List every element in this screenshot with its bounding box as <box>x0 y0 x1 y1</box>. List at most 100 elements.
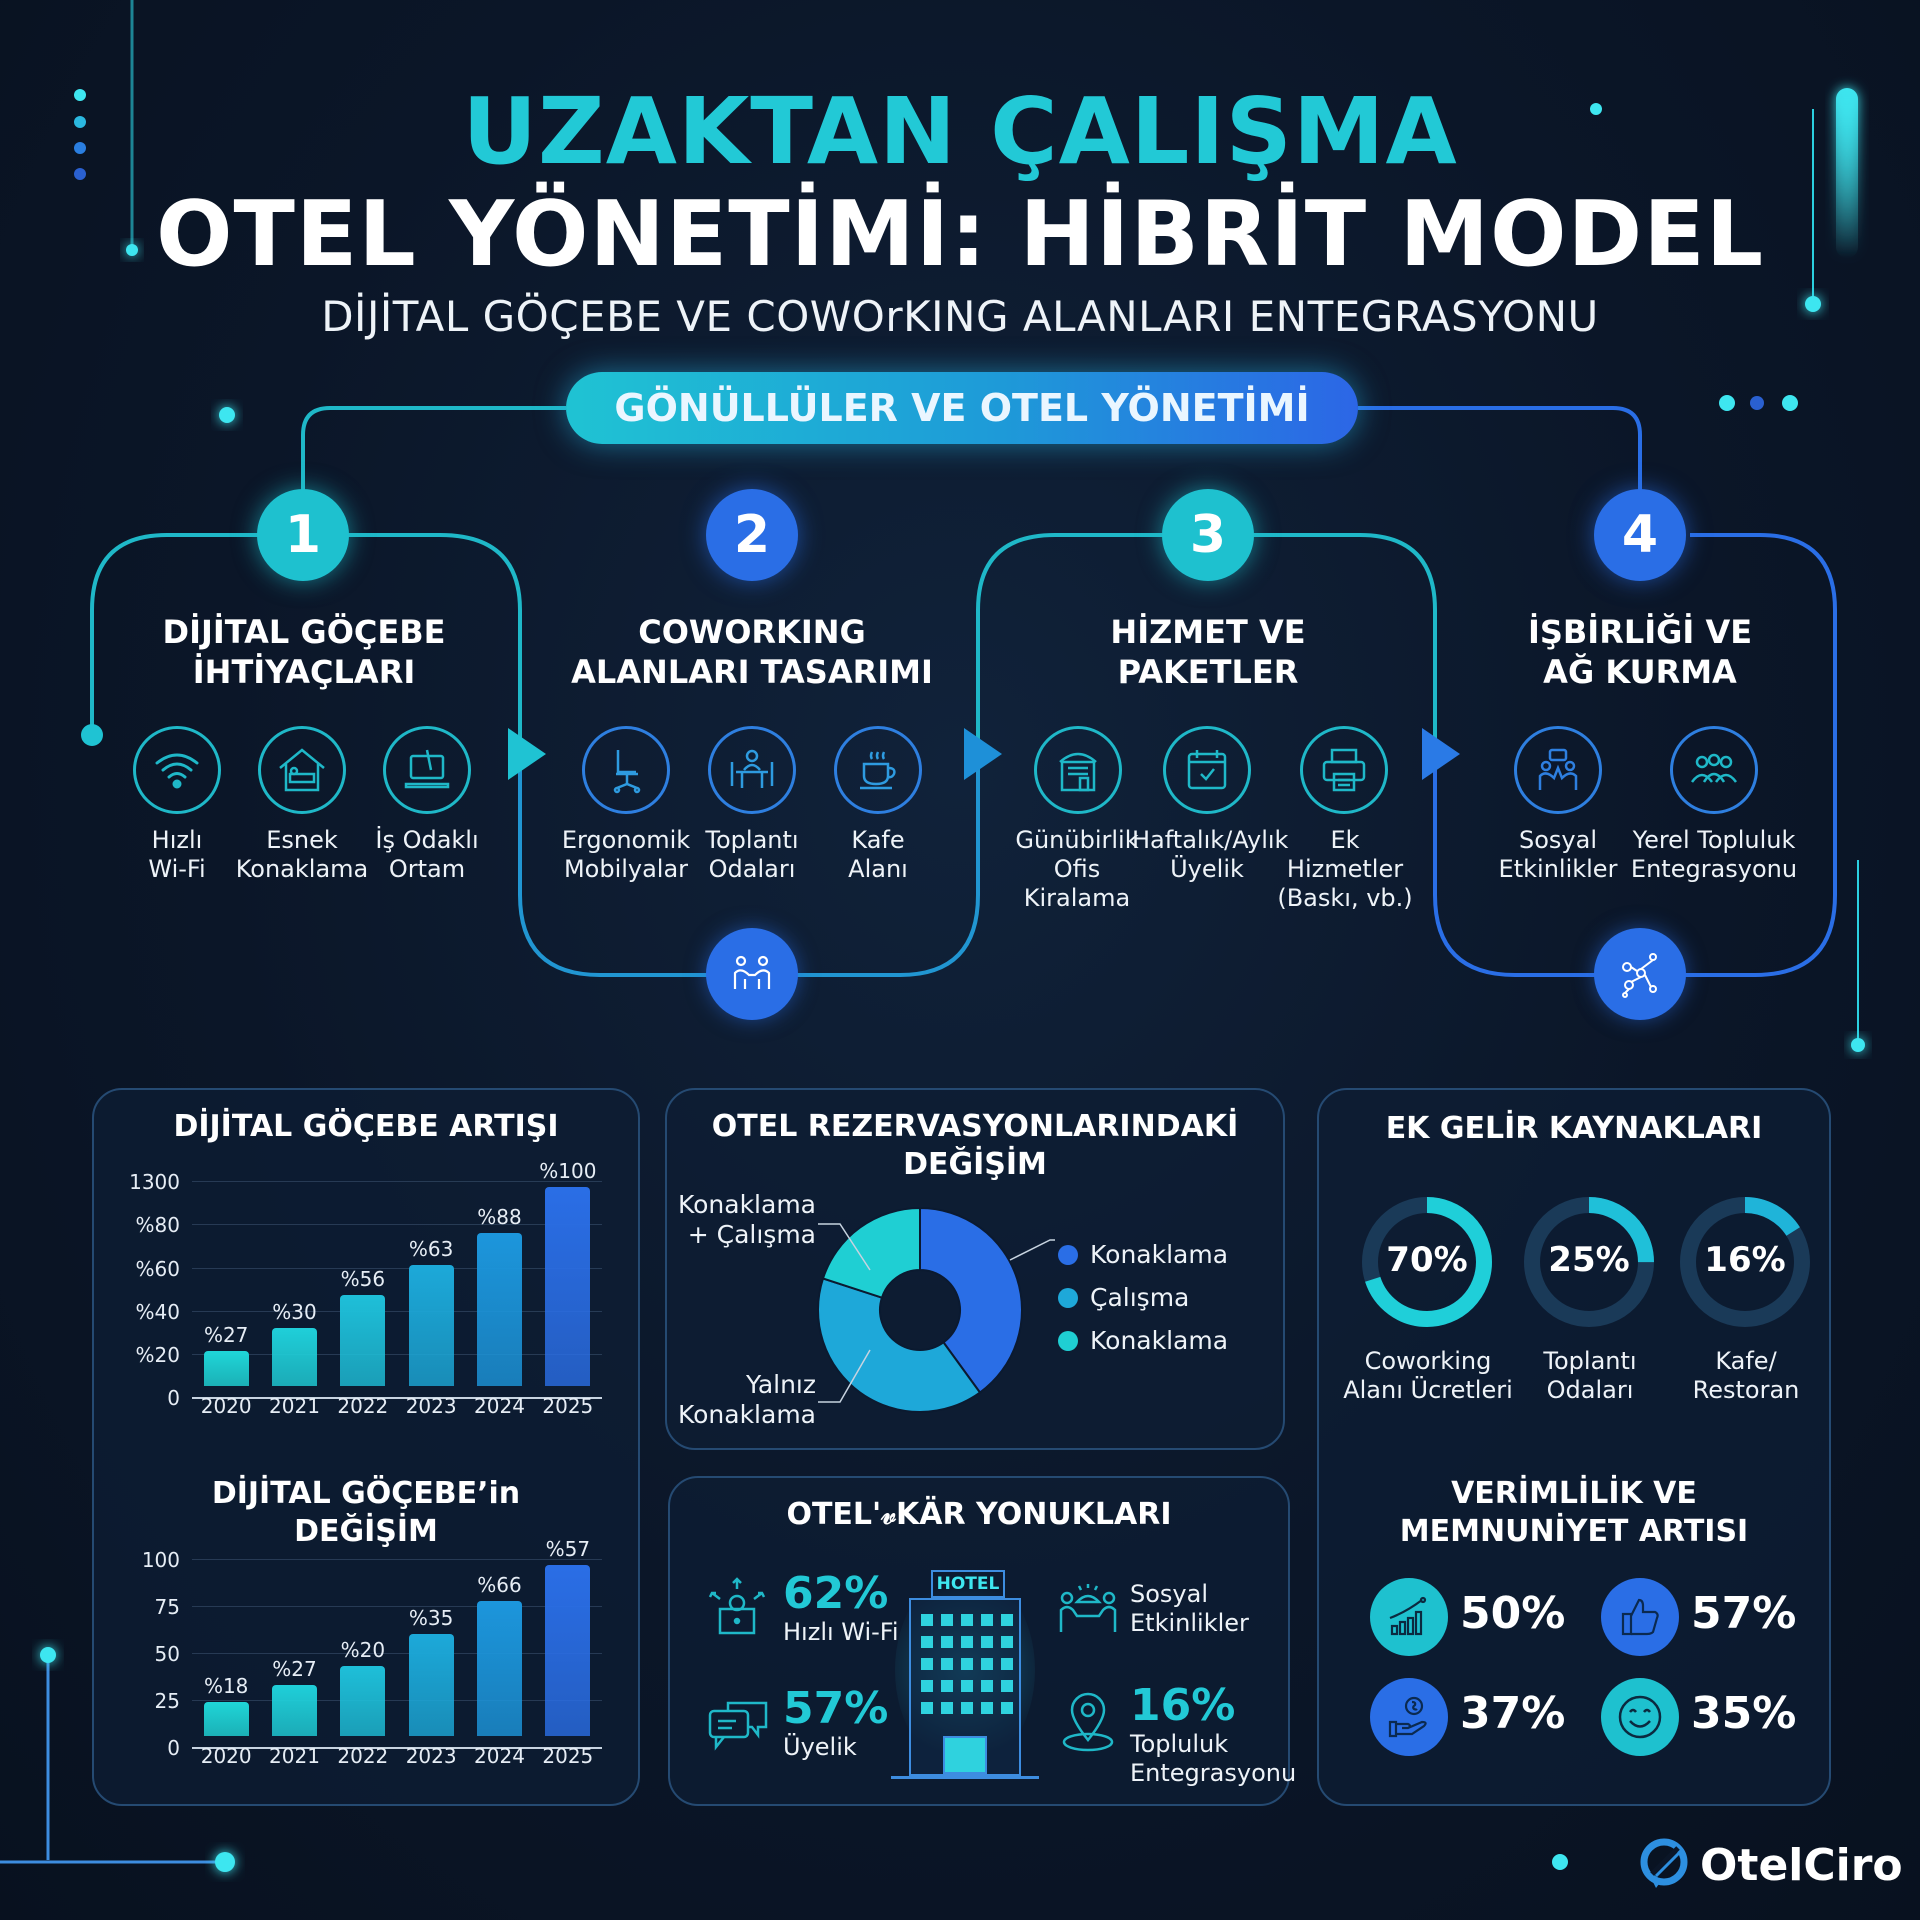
item-label: Toplantı Odaları <box>677 826 827 884</box>
profit-item-community: 16% Topluluk Entegrasyonu <box>1130 1682 1296 1788</box>
callout-line1: Konaklama <box>677 1190 816 1219</box>
x-tick: 2025 <box>542 1394 594 1418</box>
profit-title: OTEL'𝓋KÄR YONUKLARI <box>786 1497 1172 1532</box>
office-building-icon <box>1034 726 1122 814</box>
step-3-title-line2: PAKETLER <box>1117 653 1299 691</box>
ring-value: 25% <box>1548 1240 1630 1280</box>
meeting-table-icon <box>708 726 796 814</box>
step-1-badge: 1 <box>257 489 349 581</box>
item-label-line1: Günübirlik <box>1015 826 1139 854</box>
legend-item: Konaklama <box>1058 1326 1228 1355</box>
hotel-door <box>943 1736 987 1774</box>
item-label: Yerel Topluluk Entegrasyonu <box>1629 826 1799 884</box>
bar <box>271 1327 318 1386</box>
ring-label-line1: Kafe/ <box>1715 1347 1777 1375</box>
donut-legend: Konaklama Çalışma Konaklama <box>1058 1240 1228 1355</box>
bar-value-label: %20 <box>340 1638 386 1663</box>
flow-arrow-icon <box>508 728 546 780</box>
item-label: Haftalık/Aylık Üyelik <box>1132 826 1289 884</box>
legend-label: Çalışma <box>1090 1283 1190 1312</box>
hotel-window <box>981 1702 993 1714</box>
legend-label: Konaklama <box>1090 1240 1229 1269</box>
ring-label-line1: Coworking <box>1364 1347 1492 1375</box>
bar <box>476 1232 523 1386</box>
brand-logo-icon <box>1640 1838 1688 1888</box>
step-1-title: DİJİTAL GÖÇEBE İHTİYAÇLARI <box>104 612 504 692</box>
chart2: 100 75 50 25 0 %18 2020 %27 2021 %20 2022 %35 2… <box>120 1537 610 1788</box>
ring-label-line2: Restoran <box>1692 1376 1800 1404</box>
item-label: Sosyal Etkinlikler <box>1483 826 1633 884</box>
profit-label: Entegrasyonu <box>1130 1759 1297 1787</box>
bar-value-label: %100 <box>539 1159 597 1184</box>
item-label-line1: Haftalık/Aylık <box>1132 826 1289 854</box>
social-group-icon <box>1055 1580 1121 1644</box>
hotel-sign: HOTEL <box>931 1570 1005 1598</box>
hotel-window <box>941 1658 953 1670</box>
subtitle: DİJİTAL GÖÇEBE VE COWOrKING ALANLARI ENT… <box>321 292 1599 341</box>
title-line-1: UZAKTAN ÇALIŞMA <box>462 78 1458 185</box>
legend-label: Konaklama <box>1090 1326 1229 1355</box>
item-label-line2: Alanı <box>848 855 908 883</box>
legend-dot <box>1058 1287 1078 1308</box>
y-tick: 25 <box>154 1689 180 1713</box>
item-label-line2: Konaklama <box>235 855 369 883</box>
y-tick: 1300 <box>129 1170 180 1194</box>
ring-label: Toplantı Odaları <box>1505 1347 1675 1405</box>
donut-leader-lines <box>818 1223 1055 1403</box>
hotel-window <box>1001 1636 1013 1648</box>
efficiency-title-line2: MEMNUNİYET ARTISI <box>1399 1514 1749 1549</box>
printer-icon <box>1300 726 1388 814</box>
chart2-title-line2: DEĞİŞİM <box>294 1514 438 1549</box>
donut-callout-top: Konaklama + Çalışma <box>668 1190 816 1250</box>
bar <box>476 1600 523 1736</box>
gridline <box>192 1268 602 1269</box>
y-tick: 100 <box>141 1548 180 1572</box>
bar <box>545 1187 591 1386</box>
bar-value-label: %66 <box>477 1572 522 1597</box>
item-label: Esnek Konaklama <box>227 826 377 884</box>
item-label-line2: (Baskı, vb.) <box>1277 884 1413 912</box>
bar <box>271 1685 318 1736</box>
bar-value-label: %27 <box>203 1323 249 1348</box>
y-tick: %40 <box>135 1300 180 1324</box>
item-label: Ek Hizmetler (Baskı, vb.) <box>1270 826 1420 913</box>
bar <box>203 1351 249 1386</box>
efficiency-title: VERİMLİLİK VE MEMNUNİYET ARTISI <box>1317 1475 1831 1551</box>
x-axis <box>192 1747 602 1749</box>
x-tick: 2022 <box>337 1744 389 1768</box>
hotel-window <box>961 1702 973 1714</box>
gridline <box>192 1181 602 1182</box>
bar-value-label: %27 <box>272 1657 317 1682</box>
hotel-window <box>941 1680 953 1692</box>
ring-cafe: 16% <box>1678 1195 1812 1333</box>
y-tick: %60 <box>135 1257 180 1281</box>
donut-slice-konaklama <box>919 1206 1023 1394</box>
brand-name: OtelCiro <box>1700 1839 1903 1891</box>
legend-item: Konaklama <box>1058 1240 1228 1269</box>
chart1-bars: %27 2020 %30 2021 %56 2022 %63 2023 %88 2024 %100 2… <box>192 1159 602 1418</box>
hotel-window <box>921 1702 933 1714</box>
gridline <box>192 1354 602 1355</box>
hotel-window <box>921 1636 933 1648</box>
bar <box>340 1295 386 1386</box>
step-3-badge: 3 <box>1162 489 1254 581</box>
collaboration-icon <box>706 928 798 1020</box>
step-4-title: İŞBİRLİĞİ VE AĞ KURMA <box>1440 612 1840 692</box>
profit-label: Etkinlikler <box>1130 1609 1249 1637</box>
hotel-window <box>981 1614 993 1626</box>
bar-value-label: %30 <box>272 1299 317 1324</box>
coffee-cup-icon <box>834 726 922 814</box>
network-icon <box>1594 928 1686 1020</box>
item-label-line2: Odaları <box>708 855 796 883</box>
y-tick: 0 <box>167 1736 180 1760</box>
house-bed-icon <box>258 726 346 814</box>
item-label-line1: Kafe <box>851 826 905 854</box>
hotel-window <box>1001 1702 1013 1714</box>
profit-item-membership: 57% Üyelik <box>783 1685 888 1762</box>
ring-label-line2: Alanı Ücretleri <box>1343 1376 1513 1404</box>
hotel-window <box>921 1614 933 1626</box>
donut-title-line2: DEĞİŞİM <box>903 1147 1047 1182</box>
step-4-title-line1: İŞBİRLİĞİ VE <box>1527 613 1753 651</box>
bar <box>340 1666 386 1736</box>
hotel-window <box>961 1614 973 1626</box>
